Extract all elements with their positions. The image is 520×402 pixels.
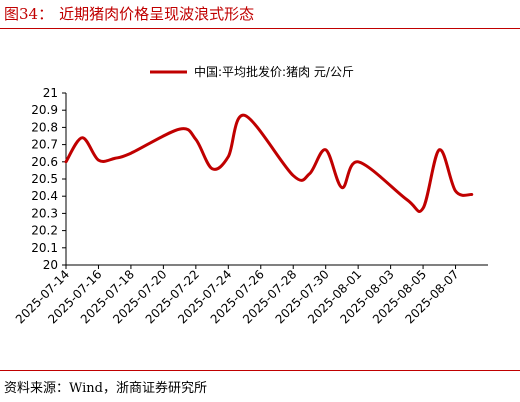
y-tick-label: 20.8	[31, 120, 58, 134]
y-tick-label: 20.9	[31, 103, 58, 117]
y-tick-label: 20.5	[31, 172, 58, 186]
series-line-pork-price	[64, 113, 474, 213]
figure-title: 图34： 近期猪肉价格呈现波浪式形态	[4, 3, 254, 24]
y-tick-label: 21	[43, 86, 58, 100]
y-tick-label: 20.7	[31, 138, 58, 152]
y-tick-label: 20.1	[31, 241, 58, 255]
y-tick-label: 20	[43, 258, 58, 272]
figure-number: 图34：	[4, 5, 54, 23]
legend-label: 中国:平均批发价:猪肉 元/公斤	[194, 64, 354, 79]
source-note: 资料来源：Wind，浙商证券研究所	[4, 381, 207, 396]
figure-title-text: 近期猪肉价格呈现波浪式形态	[59, 5, 255, 23]
y-tick-label: 20.2	[31, 224, 58, 238]
y-tick-label: 20.4	[31, 189, 58, 203]
bottom-rule	[0, 370, 520, 371]
top-rule	[0, 28, 520, 29]
y-tick-label: 20.3	[31, 206, 58, 220]
y-tick-label: 20.6	[31, 155, 58, 169]
